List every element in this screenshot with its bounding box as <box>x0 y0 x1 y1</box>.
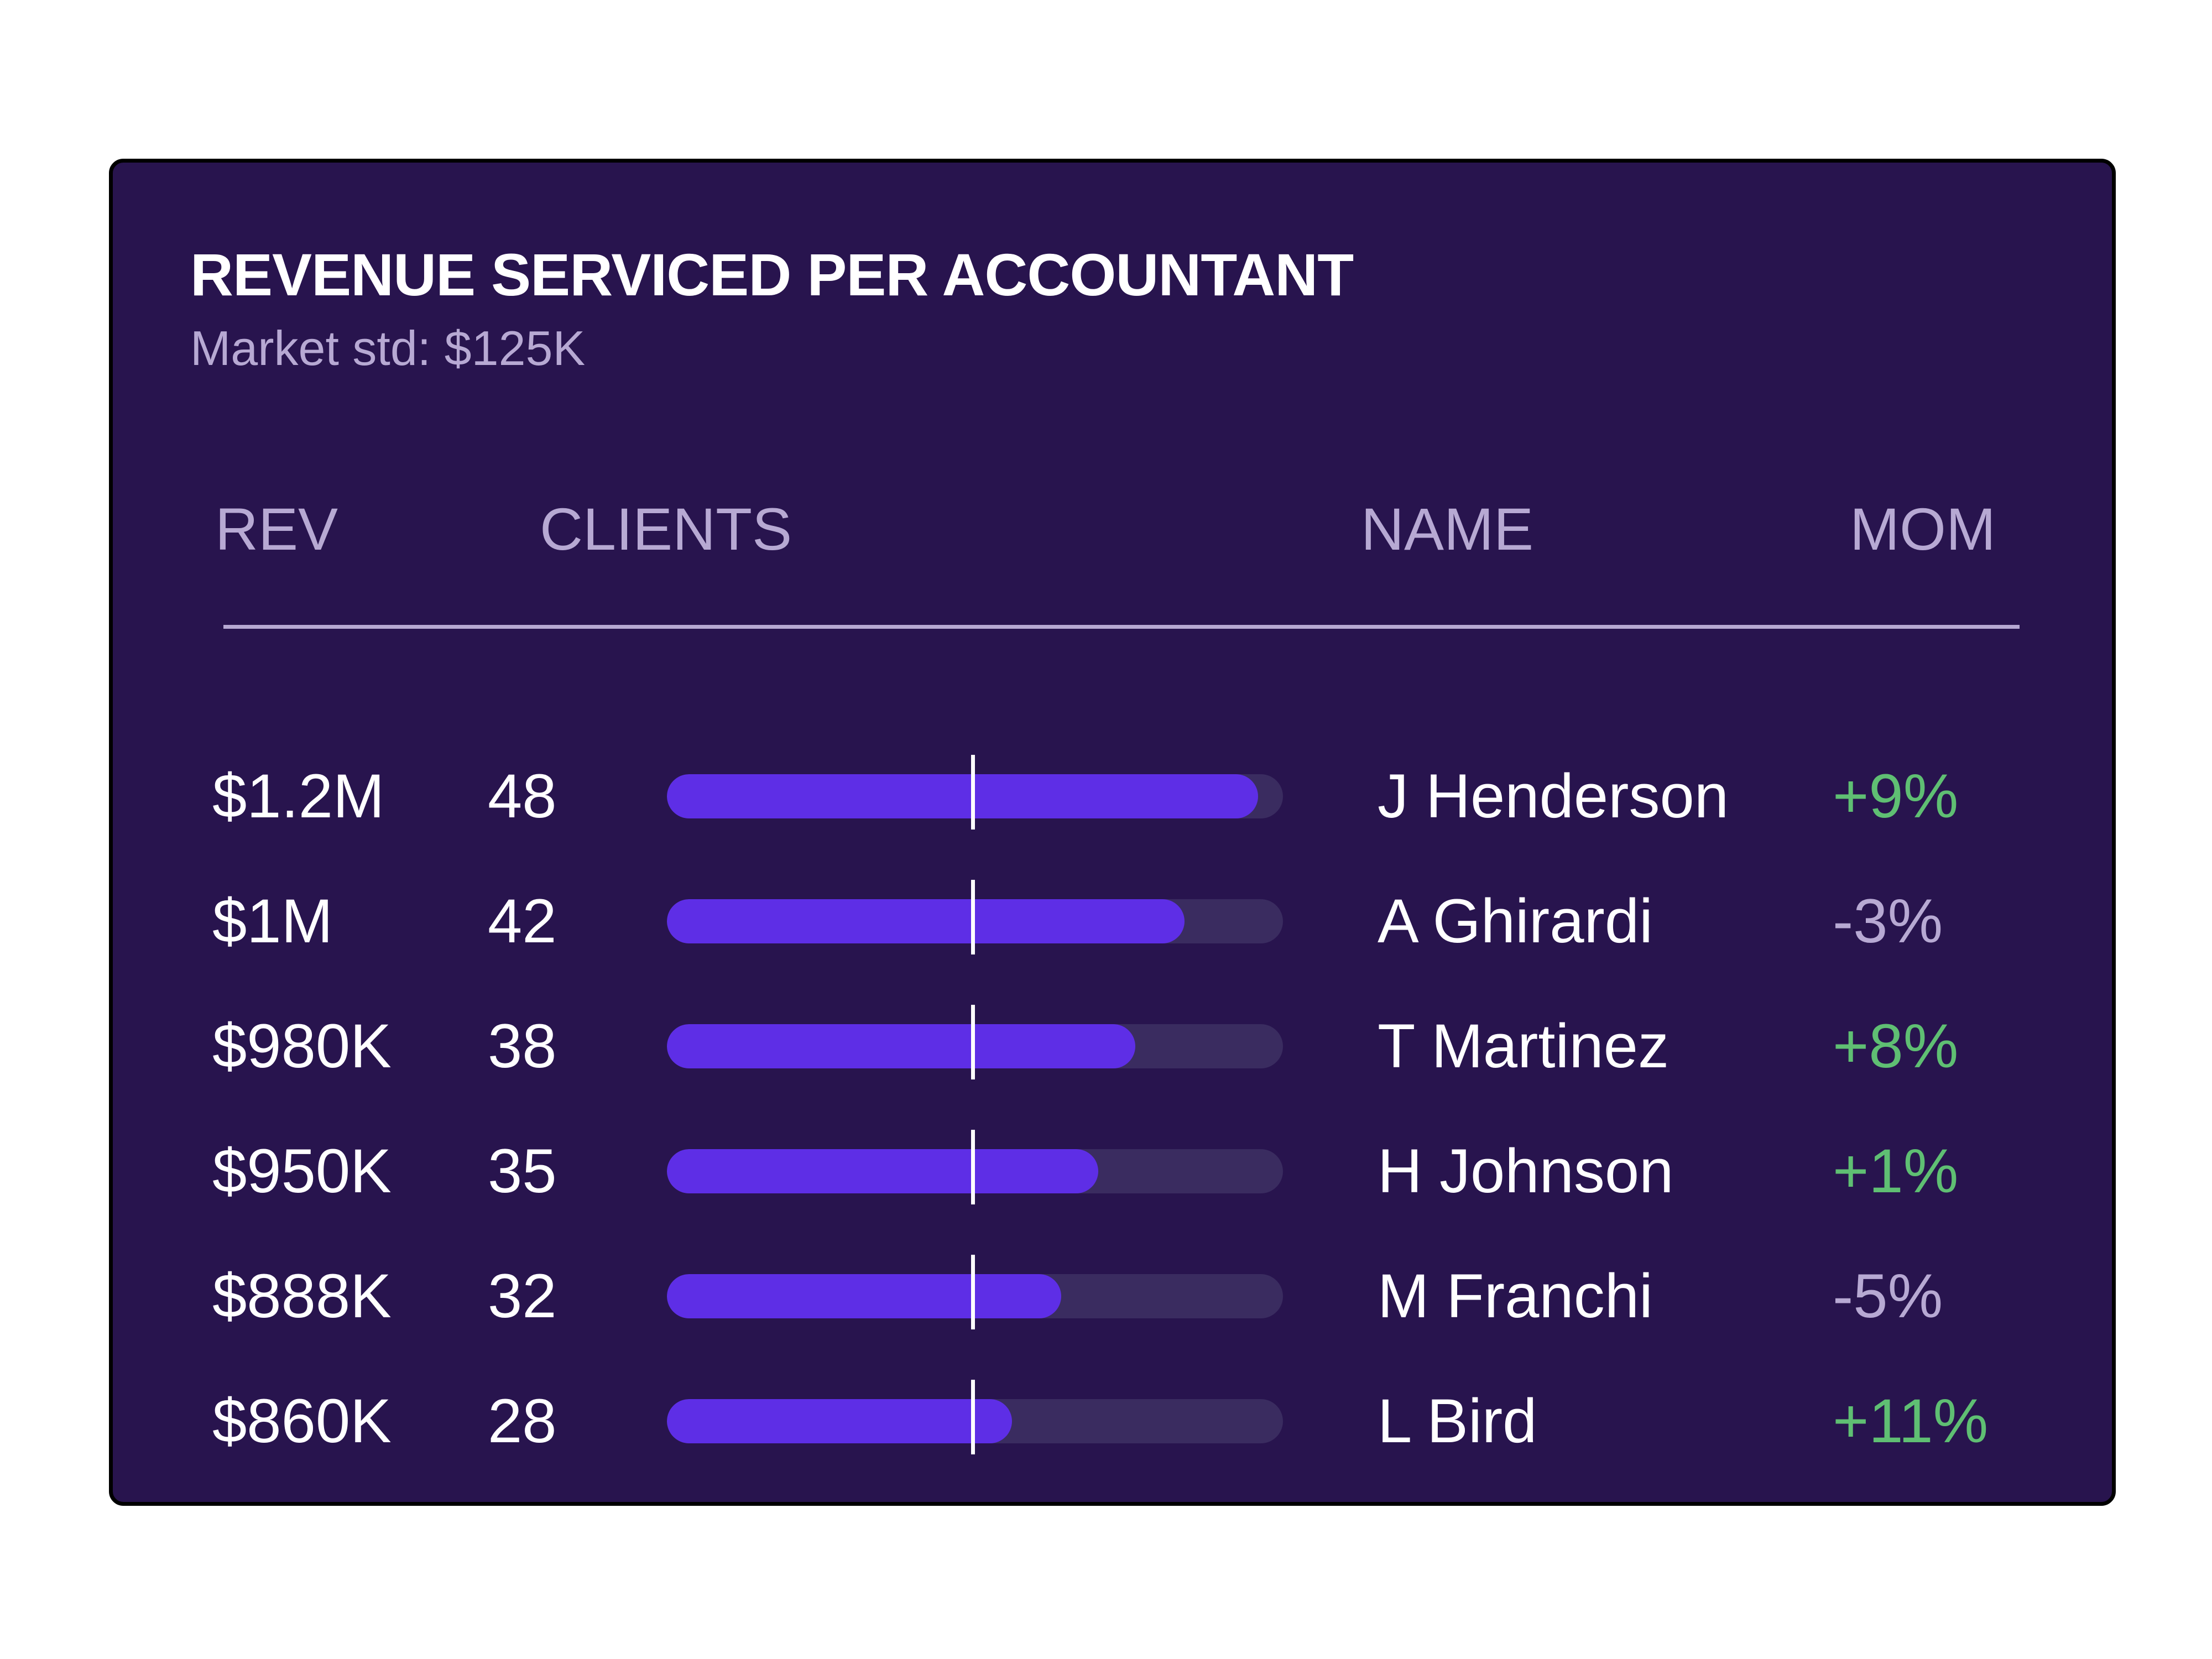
table-row: $860K 28 L Bird +11% <box>113 1366 2112 1477</box>
table-row: $1M 42 A Ghirardi -3% <box>113 866 2112 977</box>
accountant-name: T Martinez <box>1378 1011 1669 1081</box>
mom-change: -3% <box>1833 886 1943 956</box>
card-title: REVENUE SERVICED PER ACCOUNTANT <box>190 241 1354 308</box>
client-count: 42 <box>488 886 557 956</box>
column-header-clients: CLIENTS <box>540 495 792 562</box>
mom-change: +9% <box>1833 761 1959 831</box>
header-divider <box>223 625 2020 629</box>
market-standard-marker <box>971 1005 975 1079</box>
market-standard-marker <box>971 755 975 830</box>
mom-change: -5% <box>1833 1261 1943 1331</box>
column-header-name: NAME <box>1361 495 1534 562</box>
client-bar <box>667 1274 1061 1318</box>
table-row: $950K 35 H Johnson +1% <box>113 1116 2112 1227</box>
column-header-mom: MOM <box>1850 495 1996 562</box>
client-count: 32 <box>488 1261 557 1331</box>
market-standard-subtitle: Market std: $125K <box>190 321 586 375</box>
client-count: 35 <box>488 1136 557 1206</box>
client-bar-track <box>667 899 1283 943</box>
accountant-name: H Johnson <box>1378 1136 1674 1206</box>
column-header-rev: REV <box>215 495 338 562</box>
revenue-card: REVENUE SERVICED PER ACCOUNTANT Market s… <box>109 159 2116 1506</box>
accountant-name: M Franchi <box>1378 1261 1653 1331</box>
client-count: 28 <box>488 1386 557 1455</box>
market-standard-marker <box>971 1255 975 1329</box>
client-bar <box>667 1024 1135 1068</box>
client-count: 38 <box>488 1011 557 1081</box>
client-bar <box>667 1149 1098 1193</box>
revenue-value: $1M <box>212 886 333 956</box>
client-bar-track <box>667 1399 1283 1443</box>
market-standard-marker <box>971 1130 975 1204</box>
market-standard-marker <box>971 880 975 954</box>
mom-change: +11% <box>1833 1386 1989 1455</box>
revenue-value: $1.2M <box>212 761 385 831</box>
table-row: $1.2M 48 J Henderson +9% <box>113 741 2112 852</box>
table-row: $980K 38 T Martinez +8% <box>113 991 2112 1102</box>
table-row: $888K 32 M Franchi -5% <box>113 1241 2112 1352</box>
revenue-value: $950K <box>212 1136 392 1206</box>
market-standard-marker <box>971 1380 975 1454</box>
mom-change: +1% <box>1833 1136 1959 1206</box>
accountant-name: A Ghirardi <box>1378 886 1653 956</box>
client-bar-track <box>667 1149 1283 1193</box>
client-bar-track <box>667 774 1283 818</box>
revenue-value: $860K <box>212 1386 392 1455</box>
mom-change: +8% <box>1833 1011 1959 1081</box>
revenue-value: $888K <box>212 1261 392 1331</box>
client-bar-track <box>667 1024 1283 1068</box>
revenue-value: $980K <box>212 1011 392 1081</box>
client-bar-track <box>667 1274 1283 1318</box>
client-bar <box>667 899 1185 943</box>
client-bar <box>667 774 1258 818</box>
client-bar <box>667 1399 1012 1443</box>
accountant-name: J Henderson <box>1378 761 1729 831</box>
client-count: 48 <box>488 761 557 831</box>
accountant-name: L Bird <box>1378 1386 1537 1455</box>
